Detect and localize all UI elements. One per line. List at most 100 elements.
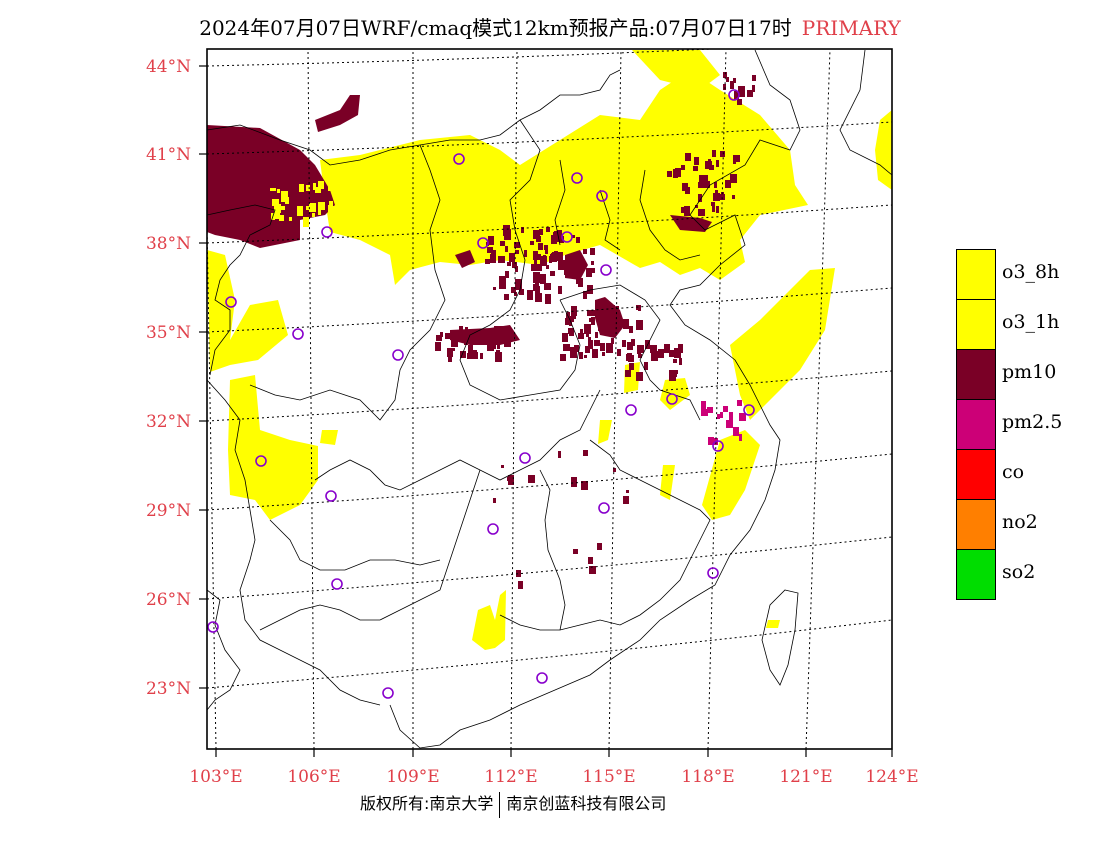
speckle: [588, 557, 593, 564]
station-marker: [666, 393, 678, 405]
speckle: [544, 283, 551, 290]
o3-region-northeast: [632, 50, 720, 90]
speckle: [436, 335, 442, 341]
o3-region-heilongjiang: [875, 110, 892, 190]
speckle: [580, 329, 583, 332]
meridian-line: [707, 49, 727, 749]
pollutant-fields: [207, 49, 892, 749]
station-marker: [477, 237, 489, 249]
legend-label: o3_1h: [1002, 311, 1060, 333]
speckle: [664, 344, 670, 353]
speckle: [699, 175, 704, 184]
speckle: [650, 345, 657, 353]
speckle: [270, 188, 273, 191]
speckle: [674, 348, 681, 358]
speckle: [562, 333, 568, 342]
speckle: [452, 348, 455, 351]
speckle: [752, 75, 756, 81]
lat-tick-label: 23°N: [146, 679, 191, 699]
speckle: [730, 174, 737, 183]
speckle: [480, 353, 483, 359]
speckle: [579, 352, 583, 359]
station-marker: [625, 404, 637, 416]
speckle: [587, 285, 593, 294]
speckle: [473, 350, 477, 356]
speckle: [585, 346, 590, 353]
speckle: [701, 401, 706, 409]
o3-region-sichuan: [228, 375, 318, 520]
monitoring-stations: [207, 89, 755, 699]
speckle: [540, 274, 546, 284]
speckle: [598, 327, 602, 331]
speckle: [685, 153, 691, 161]
speckle: [545, 248, 548, 254]
boundary-inner-8: [239, 519, 441, 706]
o3-region-jiangxi: [598, 420, 612, 444]
speckle: [625, 370, 631, 377]
speckle: [545, 294, 551, 304]
speckle: [730, 81, 734, 89]
speckle: [578, 278, 583, 287]
speckle: [515, 279, 522, 290]
meridian-line: [805, 49, 831, 749]
speckle: [557, 230, 562, 236]
station-marker: [571, 172, 583, 184]
speckle: [549, 256, 552, 263]
speckle: [733, 161, 736, 164]
axis-ticks: 44°N 41°N 38°N 35°N 32°N 29°N 26°N 23°N 103°E 106…: [146, 57, 919, 787]
speckle: [675, 370, 678, 374]
speckle: [273, 188, 276, 191]
speckle: [560, 354, 566, 361]
lon-tick-label: 124°E: [865, 767, 918, 787]
speckle: [539, 229, 543, 235]
speckle: [622, 340, 626, 347]
speckle: [717, 414, 720, 419]
speckle: [563, 344, 570, 351]
speckle: [272, 199, 279, 206]
o3-region-north: [320, 70, 808, 285]
speckle: [720, 412, 723, 418]
station-marker: [600, 264, 612, 276]
station-marker: [712, 440, 724, 452]
speckle: [274, 204, 281, 213]
speckle: [515, 266, 518, 272]
speckle: [521, 227, 524, 233]
speckle: [533, 272, 540, 283]
speckle: [589, 566, 596, 574]
lon-tick-label: 103°E: [189, 767, 242, 787]
parallel-line: [207, 453, 892, 511]
meridian-line: [307, 49, 315, 749]
boundaries: [207, 49, 892, 749]
station-marker: [292, 328, 304, 340]
speckle: [701, 175, 708, 185]
speckle: [708, 437, 714, 445]
o3-region-anhui: [660, 378, 690, 410]
speckle: [493, 343, 496, 349]
speckle: [588, 337, 591, 342]
boundary-inner-3: [459, 119, 581, 401]
speckle: [531, 264, 537, 271]
boundary-inner-10: [207, 379, 256, 711]
speckle: [558, 451, 561, 458]
station-marker: [392, 349, 404, 361]
speckle: [460, 351, 466, 358]
boundary-inner-6: [499, 439, 711, 631]
lat-tick-label: 35°N: [146, 323, 191, 343]
speckle: [712, 150, 716, 157]
speckle: [707, 407, 713, 413]
speckle: [591, 268, 595, 273]
station-marker: [519, 452, 531, 464]
speckle: [299, 184, 304, 192]
speckle: [713, 193, 720, 201]
lon-tick-label: 118°E: [681, 767, 734, 787]
lat-tick-label: 32°N: [146, 412, 191, 432]
station-marker: [225, 296, 237, 308]
pm10-region-bohai: [670, 215, 712, 232]
speckle: [485, 259, 490, 264]
speckle: [586, 268, 592, 277]
speckle: [557, 236, 563, 242]
speckle: [554, 231, 559, 236]
speckle: [564, 270, 568, 275]
legend-swatch: [956, 299, 996, 350]
speckle: [605, 320, 612, 330]
